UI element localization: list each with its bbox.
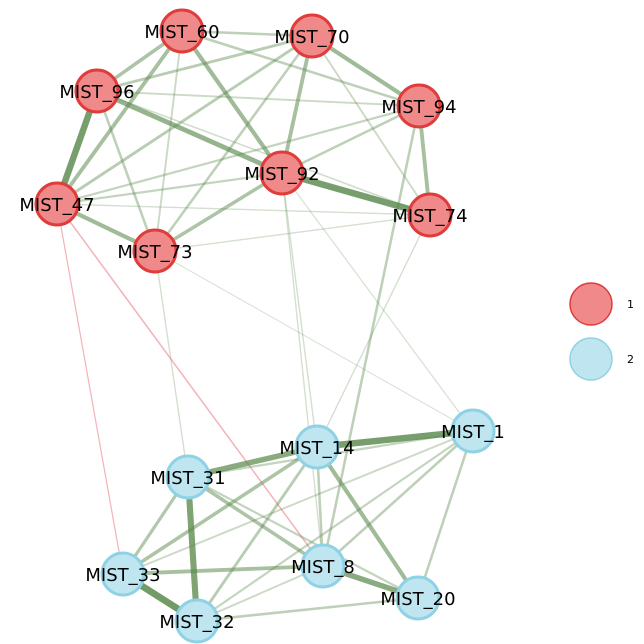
edge-mist-96-mist-73 [95, 89, 157, 253]
nodes-layer [34, 8, 496, 644]
legend-label-1: 1 [627, 298, 634, 311]
node-label-mist-60: MIST_60 [144, 22, 219, 43]
edge-mist-31-mist-8 [186, 475, 325, 568]
node-mist-96[interactable] [74, 68, 120, 114]
edge-mist-1-mist-32 [195, 429, 475, 623]
node-label-mist-1: MIST_1 [441, 422, 505, 443]
node-mist-31[interactable] [165, 454, 211, 500]
node-mist-60[interactable] [159, 8, 205, 54]
edge-mist-92-mist-1 [281, 172, 474, 432]
node-label-mist-33: MIST_33 [85, 565, 160, 586]
edge-mist-60-mist-47 [55, 29, 184, 206]
edge-mist-92-mist-74 [278, 169, 434, 219]
edge-mist-92-mist-14 [281, 172, 318, 448]
node-label-mist-20: MIST_20 [380, 589, 455, 610]
edge-mist-47-mist-8 [56, 203, 324, 567]
edge-mist-92-mist-73 [153, 171, 284, 253]
edge-mist-94-mist-92 [280, 104, 421, 175]
edge-mist-60-mist-73 [154, 30, 183, 252]
node-label-mist-8: MIST_8 [291, 557, 355, 578]
edge-mist-1-mist-20 [416, 429, 475, 600]
edge-mist-70-mist-92 [280, 34, 314, 175]
node-label-mist-31: MIST_31 [150, 468, 225, 489]
edge-mist-14-mist-33 [121, 445, 319, 576]
legend-label-2: 2 [627, 353, 634, 366]
edge-mist-14-mist-1 [313, 427, 477, 451]
edge-mist-70-mist-74 [311, 35, 431, 216]
node-label-mist-96: MIST_96 [59, 82, 134, 103]
node-mist-32[interactable] [174, 598, 220, 644]
edge-mist-73-mist-1 [154, 250, 474, 432]
edge-mist-73-mist-74 [154, 214, 431, 252]
legend-swatch-1 [569, 282, 613, 326]
edge-mist-60-mist-94 [180, 29, 421, 108]
edge-mist-32-mist-20 [195, 596, 420, 623]
node-mist-94[interactable] [396, 83, 442, 129]
edge-mist-92-mist-8 [281, 172, 324, 567]
edge-mist-73-mist-31 [154, 250, 189, 478]
node-label-mist-74: MIST_74 [392, 206, 467, 227]
node-mist-8[interactable] [300, 543, 346, 589]
node-mist-73[interactable] [132, 228, 178, 274]
edge-mist-60-mist-92 [179, 28, 285, 176]
node-label-mist-32: MIST_32 [159, 612, 234, 633]
edge-mist-94-mist-47 [55, 104, 421, 206]
node-mist-33[interactable] [100, 551, 146, 597]
node-label-mist-70: MIST_70 [274, 27, 349, 48]
edge-mist-94-mist-8 [321, 104, 421, 568]
legend-swatch-2 [569, 337, 613, 381]
edge-mist-14-mist-20 [314, 444, 421, 601]
node-mist-20[interactable] [395, 575, 441, 621]
node-mist-70[interactable] [289, 13, 335, 59]
edge-mist-70-mist-47 [55, 34, 314, 206]
edge-mist-31-mist-20 [186, 475, 420, 600]
edge-mist-92-mist-47 [55, 171, 284, 206]
edge-mist-33-mist-8 [121, 564, 325, 576]
node-mist-92[interactable] [259, 150, 305, 196]
edge-mist-32-mist-8 [196, 565, 324, 622]
node-mist-74[interactable] [407, 192, 453, 238]
edge-mist-31-mist-32 [184, 473, 201, 625]
edge-mist-47-mist-33 [56, 203, 124, 575]
edge-mist-74-mist-47 [56, 203, 431, 216]
node-mist-14[interactable] [294, 424, 340, 470]
edge-mist-70-mist-96 [95, 34, 314, 93]
edge-mist-1-mist-33 [122, 430, 474, 575]
edge-mist-14-mist-32 [195, 445, 319, 623]
node-label-mist-94: MIST_94 [381, 97, 456, 118]
edge-mist-96-mist-74 [96, 90, 431, 216]
labels-layer: MIST_60 MIST_70 MIST_96 MIST_94 MIST_92 MIST_… [19, 22, 504, 633]
node-label-mist-47: MIST_47 [19, 195, 94, 216]
node-mist-47[interactable] [34, 181, 80, 227]
node-label-mist-73: MIST_73 [117, 242, 192, 263]
edge-mist-70-mist-73 [153, 34, 314, 253]
edge-mist-94-mist-96 [96, 90, 420, 107]
node-mist-1[interactable] [450, 408, 496, 454]
edge-mist-74-mist-14 [316, 214, 431, 448]
edge-mist-1-mist-8 [321, 429, 475, 568]
node-label-mist-92: MIST_92 [244, 164, 319, 185]
node-label-mist-14: MIST_14 [279, 438, 354, 459]
legend: 12 [569, 282, 634, 381]
